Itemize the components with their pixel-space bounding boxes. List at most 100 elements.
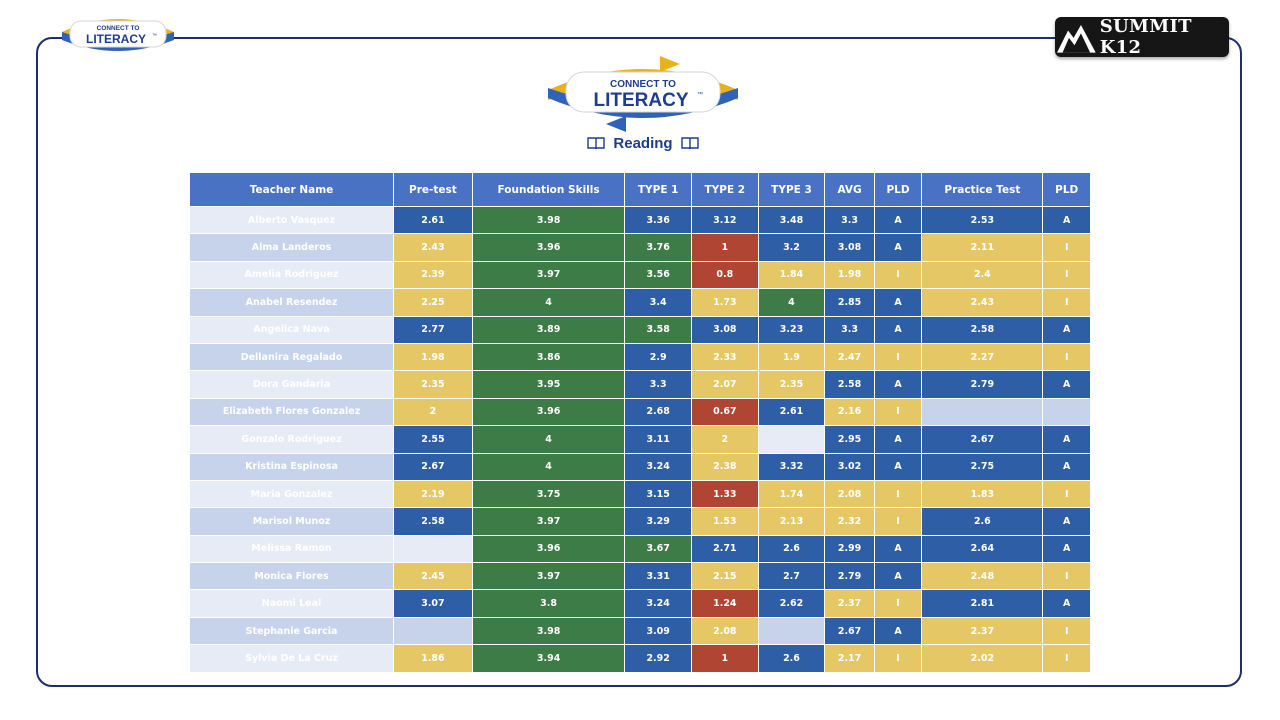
pld-cell: A [874,453,922,480]
practice-pld-cell: I [1043,563,1090,590]
type-1-cell: 3.15 [625,480,691,508]
col-avg-header: AVG [825,173,874,206]
practice-test-cell: 2.79 [922,371,1043,398]
type-3-cell: 2.7 [758,563,825,590]
type-3-cell: 2.35 [758,371,825,398]
avg-cell: 2.32 [825,508,874,535]
col-practice-test-header: Practice Test [922,173,1043,206]
col-pld-practice-header: PLD [1043,173,1090,206]
practice-test-cell: 2.53 [922,207,1043,234]
foundation-skills-cell: 4 [472,426,625,453]
table-row: Gonzalo Rodriguez 2.55 4 3.11 2 2.95 A 2.67 A [190,426,1090,453]
type-3-cell [758,426,825,453]
practice-pld-cell: A [1043,590,1090,617]
pld-cell: A [874,563,922,590]
pre-test-cell: 2.77 [394,316,472,343]
subject-label-row: Reading [540,132,746,154]
type-1-cell: 3.3 [625,371,691,398]
practice-test-cell: 2.81 [922,590,1043,617]
avg-cell: 2.47 [825,343,874,371]
avg-cell: 3.02 [825,453,874,480]
practice-pld-cell: A [1043,508,1090,535]
practice-test-cell: 2.67 [922,426,1043,453]
type-2-cell: 1 [692,645,758,672]
practice-test-cell: 2.11 [922,234,1043,261]
avg-cell: 2.08 [825,480,874,508]
type-1-cell: 3.29 [625,508,691,535]
type-1-cell: 3.56 [625,261,691,289]
foundation-skills-cell: 3.86 [472,343,625,371]
teacher-name-cell: Alma Landeros [190,234,394,261]
foundation-skills-cell: 3.98 [472,617,625,645]
table-row: Anabel Resendez 2.25 4 3.4 1.73 4 2.85 A 2.43 I [190,289,1090,316]
type-3-cell: 3.2 [758,234,825,261]
summit-k12-text: SUMMIT K12 [1099,16,1192,58]
pld-cell: I [874,261,922,289]
foundation-skills-cell: 3.96 [472,234,625,261]
pld-cell: I [874,343,922,371]
pld-cell: A [874,426,922,453]
pld-cell: I [874,508,922,535]
avg-cell: 2.95 [825,426,874,453]
book-icon [680,137,699,150]
practice-pld-cell: A [1043,371,1090,398]
teacher-name-cell: Maria Gonzalez [190,480,394,508]
type-1-cell: 3.4 [625,289,691,316]
type-2-cell: 1.33 [692,480,758,508]
type-1-cell: 3.11 [625,426,691,453]
subject-label: Reading [613,134,673,152]
teacher-name-cell: Dellanira Regalado [190,343,394,371]
pre-test-cell: 1.86 [394,645,472,672]
main-logo-tm: ™ [697,91,703,98]
type-2-cell: 1.53 [692,508,758,535]
pre-test-cell: 2.67 [394,453,472,480]
table-body: Alberto Vasquez 2.61 3.98 3.36 3.12 3.48 3.3 A 2… [190,207,1090,672]
type-2-cell: 3.08 [692,316,758,343]
practice-pld-cell: I [1043,617,1090,645]
pre-test-cell [394,535,472,563]
foundation-skills-cell: 3.97 [472,261,625,289]
foundation-skills-cell: 3.89 [472,316,625,343]
practice-pld-cell: I [1043,261,1090,289]
type-2-cell: 2.71 [692,535,758,563]
pre-test-cell: 2.58 [394,508,472,535]
avg-cell: 2.67 [825,617,874,645]
practice-pld-cell: A [1043,426,1090,453]
type-1-cell: 3.09 [625,617,691,645]
col-foundation-skills-header: Foundation Skills [472,173,625,206]
foundation-skills-cell: 3.95 [472,371,625,398]
pld-cell: A [874,207,922,234]
connect-to-literacy-main-logo: CONNECT TO LITERACY ™ [548,56,738,132]
pre-test-cell: 2.61 [394,207,472,234]
foundation-skills-cell: 3.97 [472,563,625,590]
practice-pld-cell: I [1043,343,1090,371]
type-2-cell: 0.67 [692,398,758,426]
teacher-name-cell: Dora Gandaria [190,371,394,398]
teacher-name-cell: Marisol Munoz [190,508,394,535]
avg-cell: 2.79 [825,563,874,590]
type-3-cell: 2.61 [758,398,825,426]
type-2-cell: 1.73 [692,289,758,316]
practice-pld-cell: A [1043,535,1090,563]
pld-cell: I [874,480,922,508]
foundation-skills-cell: 3.98 [472,207,625,234]
pre-test-cell: 2.45 [394,563,472,590]
type-3-cell: 2.6 [758,645,825,672]
type-2-cell: 2.07 [692,371,758,398]
col-pld-header: PLD [874,173,922,206]
type-1-cell: 3.58 [625,316,691,343]
avg-cell: 2.17 [825,645,874,672]
avg-cell: 2.99 [825,535,874,563]
practice-test-cell: 2.75 [922,453,1043,480]
type-2-cell: 2.15 [692,563,758,590]
practice-pld-cell: I [1043,234,1090,261]
table-row: Stephanie Garcia 3.98 3.09 2.08 2.67 A 2.37 I [190,617,1090,645]
table-row: Melissa Ramon 3.96 3.67 2.71 2.6 2.99 A 2.64 A [190,535,1090,563]
type-2-cell: 2.33 [692,343,758,371]
type-1-cell: 3.24 [625,453,691,480]
pld-cell: A [874,617,922,645]
pre-test-cell: 2.39 [394,261,472,289]
teacher-name-cell: Gonzalo Rodriguez [190,426,394,453]
book-icon [587,137,606,150]
type-2-cell: 1.24 [692,590,758,617]
